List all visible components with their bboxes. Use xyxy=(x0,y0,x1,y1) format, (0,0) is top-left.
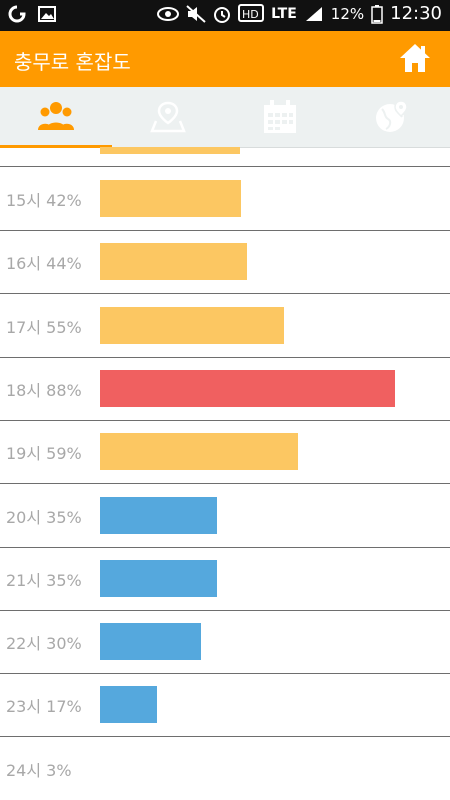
congestion-bar xyxy=(100,369,395,407)
signal-icon xyxy=(305,6,322,21)
hour-label: 15시 42% xyxy=(6,191,82,210)
page-title: 충무로 혼잡도 xyxy=(14,50,131,74)
hour-label: 23시 17% xyxy=(6,697,82,717)
list-item: 23시 17% xyxy=(0,673,450,738)
congestion-bar xyxy=(100,686,157,724)
tab-map[interactable] xyxy=(112,87,224,147)
congestion-bar xyxy=(100,433,298,471)
status-bar: HD LTE 12% 12:30 xyxy=(0,0,450,31)
people-icon xyxy=(38,102,74,130)
tab-calendar[interactable] xyxy=(224,87,336,147)
list-item: 15시 42% xyxy=(0,167,450,231)
eye-icon xyxy=(157,6,180,21)
hour-label: 19시 59% xyxy=(6,444,82,464)
list-item: 20시 35% xyxy=(0,484,450,548)
row-divider xyxy=(0,166,450,167)
list-item: 21시 35% xyxy=(0,547,450,611)
tab-globe[interactable] xyxy=(336,87,448,147)
mute-icon xyxy=(186,4,206,23)
hour-label: 20시 35% xyxy=(6,507,82,527)
congestion-bar xyxy=(100,559,217,597)
list-item: 24시 3% xyxy=(0,737,450,800)
image-notification-icon xyxy=(38,6,56,22)
calendar-icon xyxy=(264,100,296,133)
congestion-bar xyxy=(100,496,217,534)
list-item: 17시 55% xyxy=(0,294,450,358)
network-type: LTE xyxy=(271,5,297,22)
congestion-bar xyxy=(100,623,201,661)
battery-percent: 12% xyxy=(330,4,365,23)
svg-text:HD: HD xyxy=(242,8,259,21)
tab-bar xyxy=(0,87,450,148)
list-item: 22시 30% xyxy=(0,610,450,675)
app-bar: 충무로 혼잡도 xyxy=(0,31,450,87)
bar-partial xyxy=(100,147,240,154)
congestion-bar xyxy=(100,243,247,281)
hour-label: 24시 3% xyxy=(6,760,72,780)
congestion-bar xyxy=(100,180,241,217)
map-pin-icon xyxy=(150,101,186,133)
list-item: 19시 59% xyxy=(0,420,450,485)
battery-icon xyxy=(371,4,383,24)
hd-icon: HD xyxy=(238,3,265,22)
hourly-congestion-list[interactable]: 15시 42% 16시 44% 17시 55% 18시 88% 19시 59% 20시 3… xyxy=(0,147,450,800)
alarm-icon xyxy=(214,6,231,23)
congestion-bar xyxy=(100,306,284,344)
app-notification-icon xyxy=(8,5,26,23)
home-icon[interactable] xyxy=(398,41,432,75)
hour-label: 17시 55% xyxy=(6,317,82,337)
hour-label: 22시 30% xyxy=(6,634,82,654)
globe-pin-icon xyxy=(376,100,408,132)
list-item: 16시 44% xyxy=(0,230,450,295)
hour-label: 16시 44% xyxy=(6,254,82,274)
hour-label: 21시 35% xyxy=(6,570,82,590)
hour-label: 18시 88% xyxy=(6,380,82,400)
clock: 12:30 xyxy=(390,3,442,24)
list-item: 18시 88% xyxy=(0,357,450,421)
tab-people[interactable] xyxy=(0,87,112,148)
